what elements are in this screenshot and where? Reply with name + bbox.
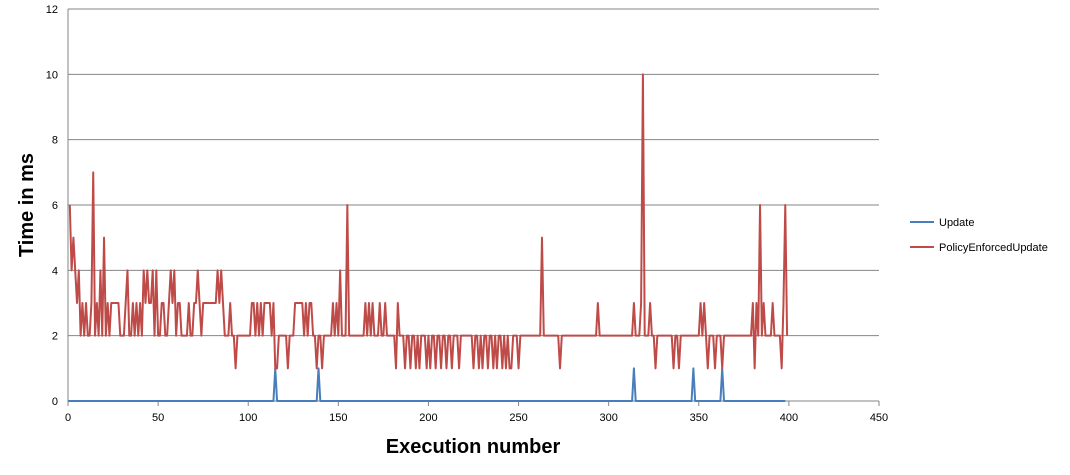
x-tick-label: 150: [329, 412, 347, 424]
y-axis-title: Time in ms: [16, 153, 38, 257]
x-tick-label: 400: [780, 412, 798, 424]
legend-label: Update: [939, 217, 974, 229]
x-tick-label: 200: [419, 412, 437, 424]
y-tick-label: 6: [52, 200, 58, 212]
x-tick-labels: 0 50 100 150 200 250 300 350 400 450: [65, 412, 888, 424]
legend: Update PolicyEnforcedUpdate: [910, 217, 1048, 254]
x-tick-label: 350: [690, 412, 708, 424]
series-lines: [68, 73, 789, 402]
y-tick-label: 12: [46, 4, 58, 16]
x-tick-label: 0: [65, 412, 71, 424]
series-line-policyenforcedupdate: [68, 73, 789, 370]
x-tick-label: 450: [870, 412, 888, 424]
legend-label: PolicyEnforcedUpdate: [939, 242, 1048, 254]
x-tick-label: 100: [239, 412, 257, 424]
y-tick-label: 0: [52, 396, 58, 408]
x-tick-label: 300: [599, 412, 617, 424]
y-tick-label: 8: [52, 135, 58, 147]
x-axis-title: Execution number: [386, 436, 561, 458]
y-tick-label: 4: [52, 265, 58, 277]
y-tick-labels: 0 2 4 6 8 10 12: [46, 4, 58, 408]
x-tick-label: 250: [509, 412, 527, 424]
y-tick-label: 10: [46, 69, 58, 81]
series-line-update: [68, 367, 786, 402]
x-tick-label: 50: [152, 412, 164, 424]
y-tick-label: 2: [52, 331, 58, 343]
